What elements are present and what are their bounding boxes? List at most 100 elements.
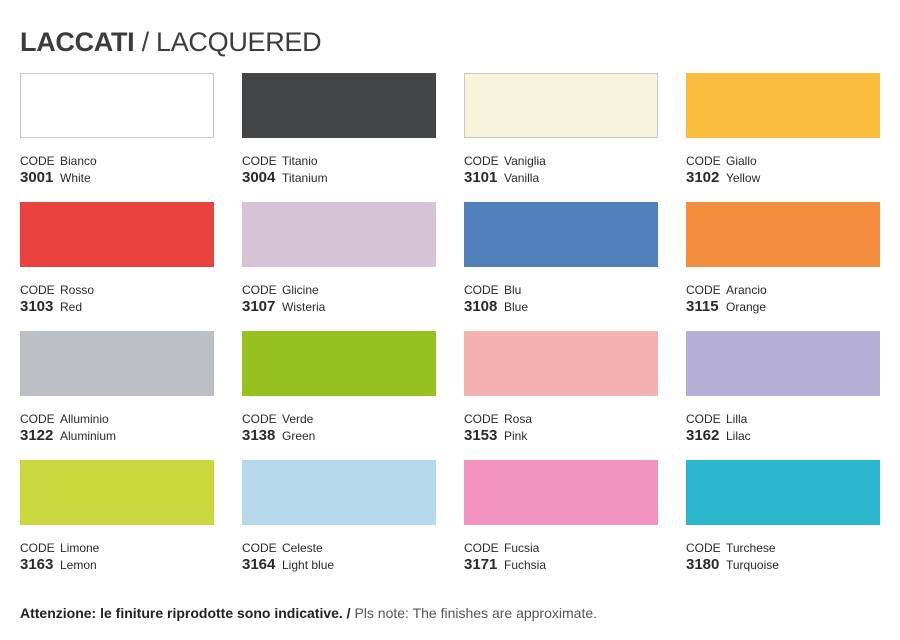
finish-code: 3162 xyxy=(686,427,720,444)
finish-name-english: Titanium xyxy=(282,171,328,185)
color-swatch xyxy=(20,202,214,267)
finish-name-italian: Celeste xyxy=(282,541,323,555)
finish-item: CODE Vaniglia 3101 Vanilla xyxy=(464,73,658,202)
finish-name-italian: Vaniglia xyxy=(504,154,546,168)
finish-label: CODE Limone 3163 Lemon xyxy=(20,540,99,574)
finish-item: CODE Bianco 3001 White xyxy=(20,73,214,202)
finish-name-italian: Lilla xyxy=(726,412,748,426)
finish-code: 3102 xyxy=(686,169,720,186)
finish-label: CODE Alluminio 3122 Aluminium xyxy=(20,411,116,445)
color-swatch xyxy=(242,73,436,138)
finish-name-english: Yellow xyxy=(726,171,761,185)
finish-code: 3004 xyxy=(242,169,276,186)
color-swatch xyxy=(464,460,658,525)
finish-code: 3001 xyxy=(20,169,54,186)
finish-code: 3107 xyxy=(242,298,276,315)
finish-name-english: Wisteria xyxy=(282,300,326,314)
finish-code: 3163 xyxy=(20,556,54,573)
code-word: CODE xyxy=(686,154,721,168)
code-word: CODE xyxy=(464,283,499,297)
color-swatch xyxy=(686,331,880,396)
code-word: CODE xyxy=(464,541,499,555)
title-separator: / xyxy=(134,27,156,57)
color-swatch xyxy=(242,331,436,396)
finish-name-italian: Limone xyxy=(60,541,100,555)
finish-name-italian: Glicine xyxy=(282,283,319,297)
code-word: CODE xyxy=(242,154,277,168)
finish-name-italian: Turchese xyxy=(726,541,776,555)
finish-code: 3122 xyxy=(20,427,54,444)
finish-label: CODE Celeste 3164 Light blue xyxy=(242,540,334,574)
finish-name-italian: Titanio xyxy=(282,154,318,168)
page-title: LACCATI / LACQUERED xyxy=(20,26,322,58)
finish-name-italian: Alluminio xyxy=(60,412,109,426)
finish-code: 3138 xyxy=(242,427,276,444)
finish-name-italian: Blu xyxy=(504,283,522,297)
color-swatch xyxy=(242,460,436,525)
finish-item: CODE Arancio 3115 Orange xyxy=(686,202,880,331)
finish-label: CODE Verde 3138 Green xyxy=(242,411,315,445)
code-word: CODE xyxy=(20,412,55,426)
finish-label: CODE Rosa 3153 Pink xyxy=(464,411,532,445)
finish-code: 3115 xyxy=(686,298,719,315)
footnote: Attenzione: le finiture riprodotte sono … xyxy=(20,604,597,622)
finish-code: 3103 xyxy=(20,298,54,315)
finish-item: CODE Titanio 3004 Titanium xyxy=(242,73,436,202)
finish-name-english: Blue xyxy=(504,300,529,314)
finish-name-english: Turquoise xyxy=(726,558,779,572)
code-word: CODE xyxy=(242,541,277,555)
color-swatch xyxy=(464,73,658,138)
finish-label: CODE Fucsia 3171 Fuchsia xyxy=(464,540,546,574)
finish-label: CODE Glicine 3107 Wisteria xyxy=(242,282,325,316)
color-swatch xyxy=(20,331,214,396)
color-swatch xyxy=(464,331,658,396)
finish-name-english: Vanilla xyxy=(504,171,540,185)
code-word: CODE xyxy=(20,541,55,555)
finish-item: CODE Giallo 3102 Yellow xyxy=(686,73,880,202)
finish-label: CODE Turchese 3180 Turquoise xyxy=(686,540,779,574)
finish-item: CODE Rosa 3153 Pink xyxy=(464,331,658,460)
code-word: CODE xyxy=(20,283,55,297)
finish-item: CODE Glicine 3107 Wisteria xyxy=(242,202,436,331)
finish-name-italian: Giallo xyxy=(726,154,757,168)
finish-name-english: Fuchsia xyxy=(504,558,547,572)
finish-name-english: Aluminium xyxy=(60,429,117,443)
code-word: CODE xyxy=(686,412,721,426)
title-italian: LACCATI xyxy=(20,27,135,57)
finish-label: CODE Lilla 3162 Lilac xyxy=(686,411,751,445)
color-swatch xyxy=(242,202,436,267)
finish-label: CODE Rosso 3103 Red xyxy=(20,282,94,316)
finish-item: CODE Verde 3138 Green xyxy=(242,331,436,460)
finish-item: CODE Blu 3108 Blue xyxy=(464,202,658,331)
finish-name-italian: Arancio xyxy=(726,283,767,297)
finish-item: CODE Celeste 3164 Light blue xyxy=(242,460,436,589)
finish-name-english: Lemon xyxy=(60,558,97,572)
finish-code: 3108 xyxy=(464,298,498,315)
color-swatch xyxy=(686,460,880,525)
code-word: CODE xyxy=(242,283,277,297)
finish-name-italian: Fucsia xyxy=(504,541,540,555)
finish-name-english: Red xyxy=(60,300,83,314)
color-swatch xyxy=(20,73,214,138)
finish-name-english: Light blue xyxy=(282,558,335,572)
finish-name-english: Orange xyxy=(726,300,767,314)
finish-name-italian: Bianco xyxy=(60,154,97,168)
footnote-english: Pls note: The finishes are approximate. xyxy=(350,605,598,621)
finish-code: 3171 xyxy=(464,556,498,573)
finish-label: CODE Vaniglia 3101 Vanilla xyxy=(464,153,546,187)
color-swatch xyxy=(686,202,880,267)
finish-item: CODE Rosso 3103 Red xyxy=(20,202,214,331)
finish-label: CODE Arancio 3115 Orange xyxy=(686,282,767,316)
color-swatch xyxy=(686,73,880,138)
finish-code: 3153 xyxy=(464,427,498,444)
color-swatch xyxy=(464,202,658,267)
finish-name-english: Lilac xyxy=(726,429,751,443)
finish-item: CODE Limone 3163 Lemon xyxy=(20,460,214,589)
title-english: LACQUERED xyxy=(156,27,322,57)
code-word: CODE xyxy=(20,154,55,168)
finish-item: CODE Lilla 3162 Lilac xyxy=(686,331,880,460)
finish-code: 3180 xyxy=(686,556,720,573)
finish-name-italian: Rosa xyxy=(504,412,533,426)
finish-label: CODE Titanio 3004 Titanium xyxy=(242,153,328,187)
finish-item: CODE Fucsia 3171 Fuchsia xyxy=(464,460,658,589)
